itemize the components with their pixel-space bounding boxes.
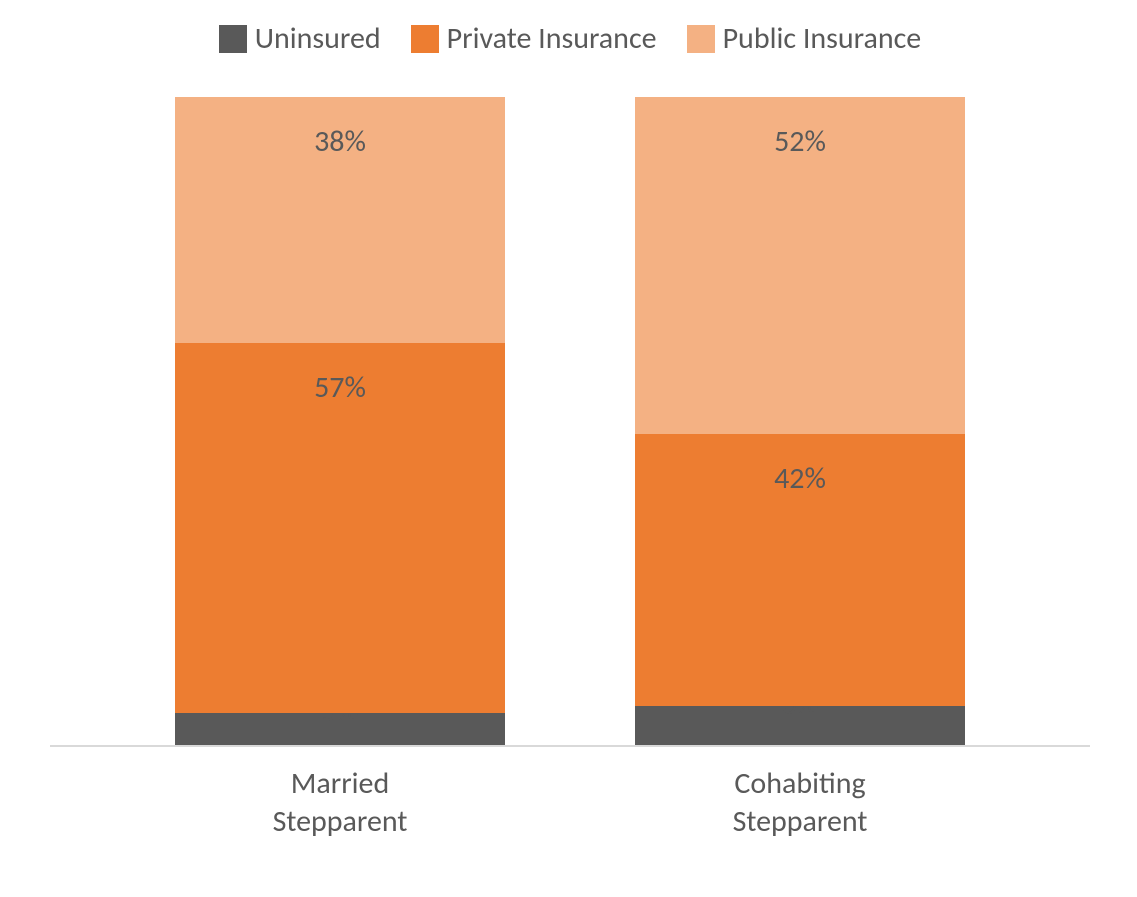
segment-uninsured: 5%: [175, 713, 505, 745]
legend-label: Uninsured: [255, 20, 381, 57]
segment-private: 42%: [635, 434, 965, 706]
bar-column-1: 6% 42% 52%: [635, 97, 965, 745]
segment-value-label: 38%: [314, 123, 366, 160]
segment-public: 38%: [175, 97, 505, 343]
legend-swatch-icon: [411, 25, 439, 53]
legend-item-public: Public Insurance: [687, 20, 922, 57]
segment-public: 52%: [635, 97, 965, 434]
segment-value-label: 57%: [314, 369, 366, 406]
legend-swatch-icon: [687, 25, 715, 53]
x-axis-labels: MarriedStepparent CohabitingStepparent: [50, 747, 1090, 840]
segment-value-label: 52%: [774, 123, 826, 160]
legend-label: Public Insurance: [723, 20, 922, 57]
stacked-bar-chart: Uninsured Private Insurance Public Insur…: [50, 20, 1090, 840]
bar-column-0: 5% 57% 38%: [175, 97, 505, 745]
legend-item-private: Private Insurance: [411, 20, 657, 57]
segment-private: 57%: [175, 343, 505, 712]
legend-swatch-icon: [219, 25, 247, 53]
x-axis-label: CohabitingStepparent: [635, 765, 965, 840]
legend-label: Private Insurance: [447, 20, 657, 57]
segment-uninsured: 6%: [635, 706, 965, 745]
x-axis-label: MarriedStepparent: [175, 765, 505, 840]
stacked-bar: 6% 42% 52%: [635, 97, 965, 745]
chart-legend: Uninsured Private Insurance Public Insur…: [50, 20, 1090, 57]
segment-value-label: 42%: [774, 460, 826, 497]
legend-item-uninsured: Uninsured: [219, 20, 381, 57]
plot-area: 5% 57% 38% 6% 42% 52%: [50, 97, 1090, 747]
stacked-bar: 5% 57% 38%: [175, 97, 505, 745]
